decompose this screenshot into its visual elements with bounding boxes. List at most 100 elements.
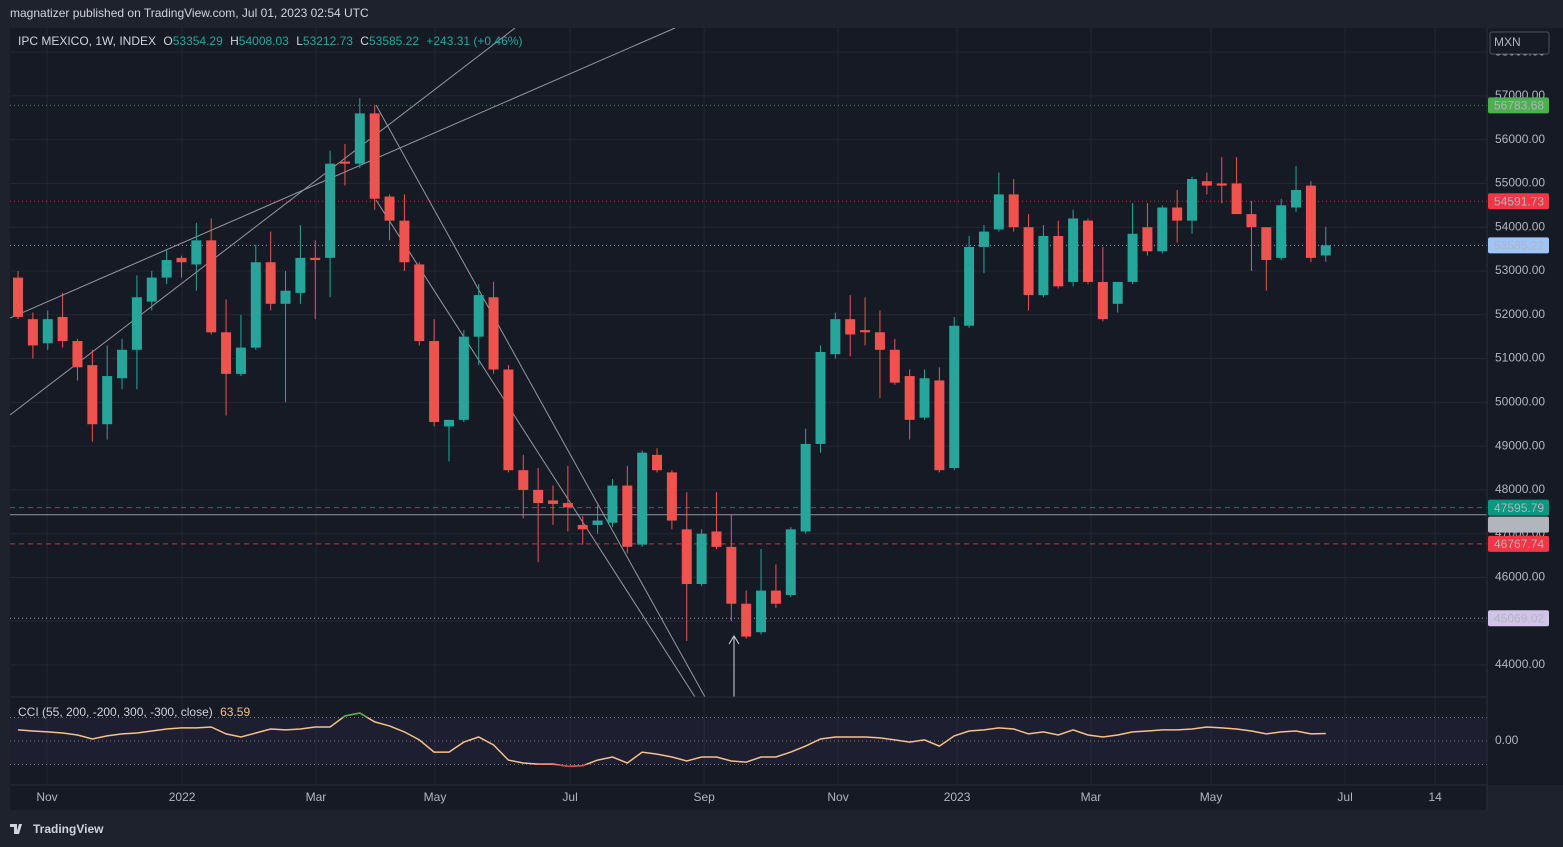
channel-line bbox=[10, 28, 676, 319]
candle-body bbox=[354, 113, 365, 164]
y-tick-label: 46000.00 bbox=[1495, 570, 1545, 584]
ohlc-prefix: H bbox=[230, 34, 239, 48]
price-label-box bbox=[1488, 237, 1549, 254]
candle-body bbox=[384, 196, 395, 221]
arrow-head bbox=[728, 635, 740, 645]
candle-body bbox=[964, 246, 975, 326]
candle-body bbox=[1157, 207, 1168, 252]
cci-label: CCI (55, 200, -200, 300, -300, close) bbox=[18, 705, 213, 719]
candle-body bbox=[562, 503, 573, 508]
candle-body bbox=[756, 590, 767, 633]
candle-body bbox=[696, 533, 707, 585]
candle-body bbox=[800, 443, 811, 532]
candle-body bbox=[325, 163, 336, 258]
candle-body bbox=[1305, 185, 1316, 258]
candle-body bbox=[443, 419, 454, 427]
price-label: 45069.02 bbox=[1494, 611, 1544, 625]
candle-body bbox=[577, 524, 588, 530]
cci-legend: CCI (55, 200, -200, 300, -300, close) 63… bbox=[18, 705, 250, 719]
candle-body bbox=[206, 240, 217, 333]
candle-body bbox=[993, 194, 1004, 230]
price-label: 53585.22 bbox=[1494, 239, 1544, 253]
x-tick-label: May bbox=[1200, 790, 1223, 804]
candle-body bbox=[57, 316, 68, 342]
cci-band-fill bbox=[10, 717, 1487, 765]
candle-body bbox=[518, 470, 529, 490]
ohlc-value: 54008.03 bbox=[239, 34, 289, 48]
y-tick-label: 52000.00 bbox=[1495, 307, 1545, 321]
y-tick-label: 53000.00 bbox=[1495, 263, 1545, 277]
drawings bbox=[10, 28, 740, 697]
axes: 44000.0045000.0046000.0047000.0048000.00… bbox=[36, 44, 1549, 804]
candle-body bbox=[1172, 207, 1183, 221]
y-tick-label: 51000.00 bbox=[1495, 351, 1545, 365]
candle-body bbox=[1142, 227, 1153, 252]
price-label-box bbox=[1488, 610, 1549, 627]
y-tick-label: 48000.00 bbox=[1495, 482, 1545, 496]
candle-body bbox=[637, 452, 648, 545]
x-tick-label: Mar bbox=[1081, 790, 1102, 804]
candle-body bbox=[488, 297, 499, 370]
candle-body bbox=[429, 341, 440, 423]
candle-body bbox=[1276, 205, 1287, 258]
candle-body bbox=[339, 161, 350, 164]
candle-body bbox=[1097, 281, 1108, 320]
candle-body bbox=[1008, 194, 1019, 228]
candle-body bbox=[681, 529, 692, 585]
ohlc-value: 53585.22 bbox=[369, 34, 419, 48]
candle-body bbox=[934, 380, 945, 471]
candle-body bbox=[27, 319, 38, 346]
candle-body bbox=[533, 489, 544, 504]
candle-body bbox=[146, 277, 157, 302]
candle-body bbox=[770, 590, 781, 604]
candle-body bbox=[1261, 227, 1272, 261]
x-tick-label: Jul bbox=[1337, 790, 1352, 804]
candle-body bbox=[221, 332, 232, 374]
candle-body bbox=[874, 332, 885, 350]
candle-body bbox=[1320, 245, 1331, 256]
currency: MXN bbox=[1494, 35, 1521, 49]
candle-body bbox=[295, 257, 306, 293]
candle-body bbox=[191, 240, 202, 265]
ohlc-value: 53212.73 bbox=[303, 34, 353, 48]
price-label: 46767.74 bbox=[1494, 537, 1544, 551]
candle-body bbox=[458, 336, 469, 420]
candle-body bbox=[949, 325, 960, 469]
x-tick-label: 2022 bbox=[169, 790, 196, 804]
candle-body bbox=[860, 330, 871, 333]
cci-line bbox=[17, 712, 1326, 768]
time-axis-background bbox=[10, 785, 1487, 810]
candle-body bbox=[503, 369, 514, 471]
cci-last-value: 63.59 bbox=[220, 705, 250, 719]
candle-body bbox=[310, 257, 321, 261]
candle-body bbox=[726, 546, 737, 604]
plot-background bbox=[10, 28, 1487, 785]
ohlc-prefix: L bbox=[296, 34, 303, 48]
y-tick-label: 49000.00 bbox=[1495, 438, 1545, 452]
x-tick-label: 14 bbox=[1428, 790, 1442, 804]
trend-line bbox=[375, 104, 706, 697]
x-tick-label: Jul bbox=[562, 790, 577, 804]
currency-box[interactable] bbox=[1489, 31, 1550, 55]
candle-body bbox=[1231, 183, 1242, 215]
price-axis-background bbox=[1487, 28, 1563, 785]
candle-body bbox=[904, 376, 915, 420]
logo-text: TradingView bbox=[33, 822, 104, 836]
cci-pane bbox=[10, 712, 1487, 768]
candle-body bbox=[1187, 179, 1198, 221]
candle-body bbox=[666, 472, 677, 521]
candle-body bbox=[369, 113, 380, 199]
x-tick-label: Nov bbox=[827, 790, 848, 804]
candle-body bbox=[1201, 181, 1212, 186]
candle-body bbox=[978, 231, 989, 247]
cci-tick-label: 0.00 bbox=[1495, 733, 1519, 747]
candle-body bbox=[176, 257, 187, 263]
candle-body bbox=[13, 277, 24, 317]
y-tick-label: 55000.00 bbox=[1495, 176, 1545, 190]
x-tick-label: Sep bbox=[693, 790, 715, 804]
candle-body bbox=[889, 349, 900, 383]
ohlc-prefix: O bbox=[163, 34, 172, 48]
candle-body bbox=[711, 531, 722, 547]
candle-body bbox=[815, 351, 826, 444]
